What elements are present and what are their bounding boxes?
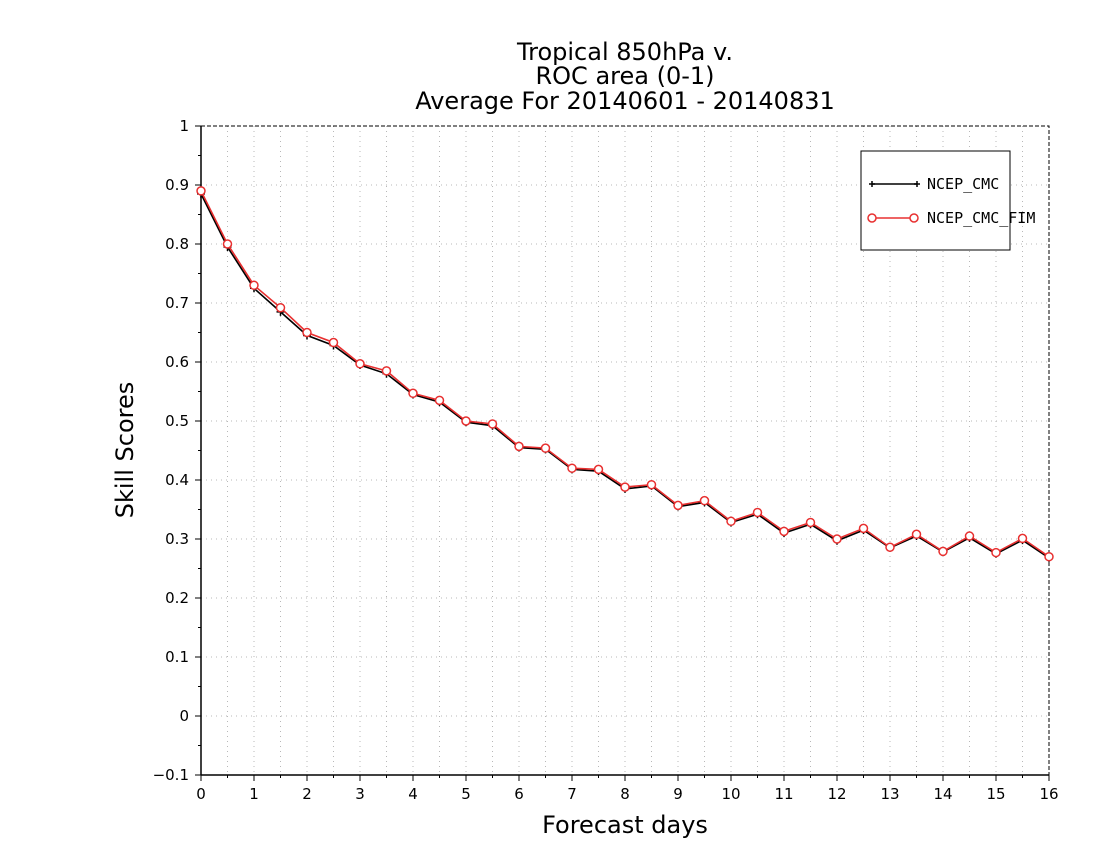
legend-label-ncep-cmc: NCEP_CMC [927,175,999,193]
x-tick-label: 1 [249,785,259,803]
data-point-ncep-cmc-fim [991,547,1001,558]
data-point-ncep-cmc-fim [196,186,206,196]
data-point-ncep-cmc-fim [885,542,895,553]
data-point-ncep-cmc-fim [726,516,736,527]
data-point-ncep-cmc-fim [302,327,312,338]
x-tick-label: 8 [620,785,630,803]
y-tick-label: 0.2 [165,589,189,607]
data-point-ncep-cmc-fim [699,495,710,506]
x-tick-label: 12 [827,785,846,803]
x-tick-label: 13 [880,785,899,803]
legend-box [860,150,1011,251]
chart-title-line-1: Tropical 850hPa v. [516,38,733,66]
data-point-ncep-cmc-fim [328,337,339,348]
data-point-ncep-cmc-fim [514,441,524,452]
data-point-ncep-cmc-fim [408,388,418,399]
x-tick-label: 15 [986,785,1005,803]
data-point-ncep-cmc-fim [381,366,392,376]
data-point-ncep-cmc-fim [752,507,763,518]
y-tick-label: 1 [179,117,189,135]
data-point-ncep-cmc-fim [355,359,365,369]
data-point-ncep-cmc-fim [964,531,975,541]
legend-marker-ncep-cmc-fim [867,213,877,223]
data-point-ncep-cmc-fim [779,526,789,537]
y-tick-label: 0.3 [165,530,189,548]
chart-title-line-3: Average For 20140601 - 20140831 [415,87,835,115]
axes: 0 1 2 3 4 5 6 7 8 9 10 11 12 13 14 15 16−0.100.10.20.30.… [153,117,1059,803]
data-point-ncep-cmc-fim [567,463,577,473]
data-point-ncep-cmc-fim [673,500,683,511]
x-tick-label: 0 [196,785,206,803]
legend-label-ncep-cmc-fim: NCEP_CMC_FIM [927,209,1035,227]
data-point-ncep-cmc-fim [1044,551,1054,562]
legend-marker-ncep-cmc-fim-end [909,213,919,223]
y-tick-label: 0 [179,707,189,725]
x-tick-label: 5 [461,785,471,803]
x-tick-label: 6 [514,785,524,803]
data-point-ncep-cmc-fim [540,443,551,453]
data-point-ncep-cmc-fim [275,302,286,313]
data-point-ncep-cmc-fim [487,419,498,429]
x-tick-label: 16 [1039,785,1058,803]
data-point-ncep-cmc-fim [911,529,922,540]
grid [201,126,1049,775]
y-tick-label: 0.7 [165,294,189,312]
data-point-ncep-cmc-fim [805,517,816,528]
y-tick-label: 0.6 [165,353,189,371]
data-point-ncep-cmc-fim [593,464,604,475]
x-tick-label: 7 [567,785,577,803]
x-tick-label: 11 [774,785,793,803]
x-axis-label: Forecast days [542,811,708,839]
y-tick-label: 0.1 [165,648,189,666]
series-group [196,186,1054,562]
x-tick-label: 3 [355,785,365,803]
data-point-ncep-cmc-fim [858,523,869,534]
x-tick-label: 4 [408,785,418,803]
legend-marker-ncep-cmc [869,181,920,187]
x-tick-label: 14 [933,785,952,803]
y-tick-label: 0.8 [165,235,189,253]
y-axis-label: Skill Scores [111,382,139,519]
data-point-ncep-cmc-fim [222,239,233,249]
y-tick-label: −0.1 [153,766,189,784]
legend: NCEP_CMC NCEP_CMC_FIM [860,150,1035,251]
chart-title-line-2: ROC area (0-1) [535,62,714,90]
data-point-ncep-cmc-fim [938,546,948,557]
x-tick-label: 9 [673,785,683,803]
data-point-ncep-cmc-fim [249,280,259,291]
x-tick-label: 2 [302,785,312,803]
data-point-ncep-cmc-fim [434,395,445,406]
y-tick-label: 0.4 [165,471,189,489]
y-tick-label: 0.5 [165,412,189,430]
data-point-ncep-cmc-fim [646,479,657,490]
data-point-ncep-cmc-fim [461,416,471,426]
data-point-ncep-cmc-fim [620,482,630,492]
data-point-ncep-cmc-fim [832,534,842,544]
data-point-ncep-cmc-fim [1017,533,1028,544]
y-tick-label: 0.9 [165,176,189,194]
x-tick-label: 10 [721,785,740,803]
